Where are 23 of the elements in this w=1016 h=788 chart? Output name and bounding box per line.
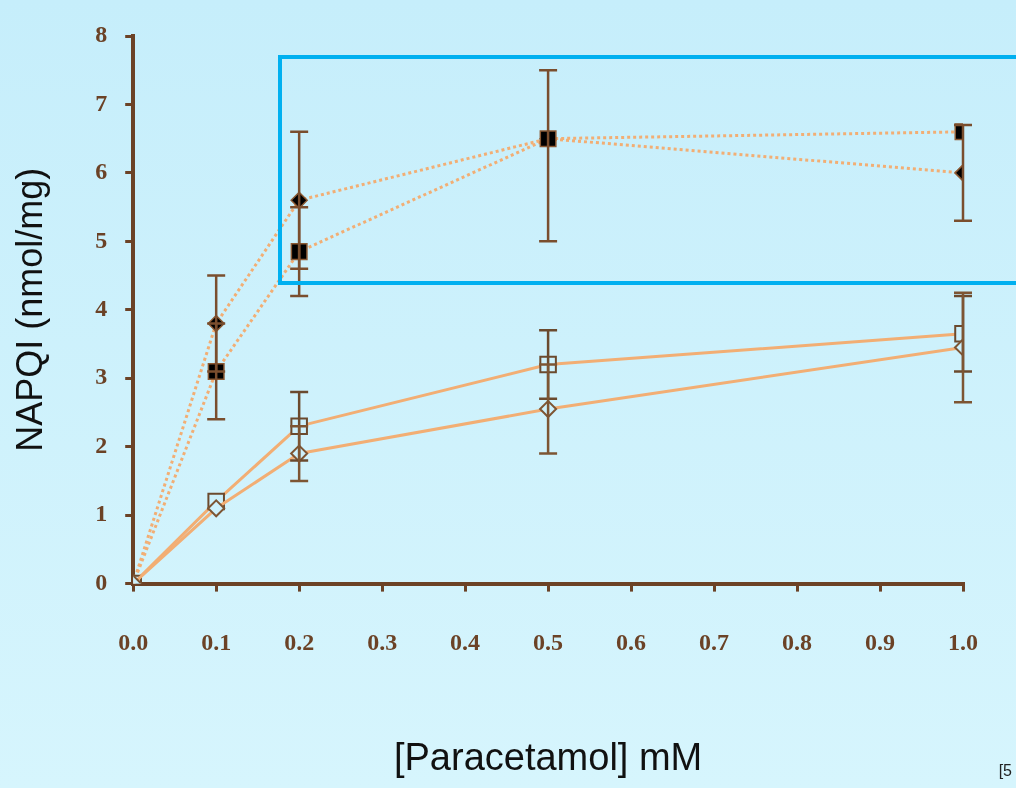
x-tick-label: 0.0: [118, 629, 149, 656]
y-tick-label: 4: [95, 295, 108, 321]
y-axis-title: NAPQI (nmol/mg): [8, 167, 50, 452]
x-tick-label: 0.6: [616, 629, 647, 656]
x-tick-label: 0.8: [782, 629, 813, 656]
y-tick-label: 0: [95, 568, 108, 595]
y-tick-label: 6: [95, 158, 108, 185]
text: [5: [998, 762, 1012, 780]
x-tick-label: 0.9: [865, 629, 896, 656]
y-tick-label: 1: [95, 500, 108, 527]
x-tick-label: 0.2: [284, 629, 315, 656]
x-tick-label: 0.1: [201, 629, 232, 656]
x-tick-label: 0.7: [699, 629, 730, 656]
y-tick-label: 5: [95, 226, 108, 253]
y-tick-label: 7: [95, 89, 108, 116]
x-tick-label: 0.4: [450, 629, 481, 656]
x-tick-label: 0.5: [533, 629, 564, 656]
x-tick-label: 0.3: [367, 629, 398, 656]
y-tick-label: 2: [95, 431, 108, 458]
x-axis-title: [Paracetamol] mM: [393, 735, 703, 778]
y-tick-label: 8: [95, 21, 108, 48]
y-tick-label: 3: [95, 363, 108, 390]
x-tick-label: 1.0: [948, 629, 978, 656]
